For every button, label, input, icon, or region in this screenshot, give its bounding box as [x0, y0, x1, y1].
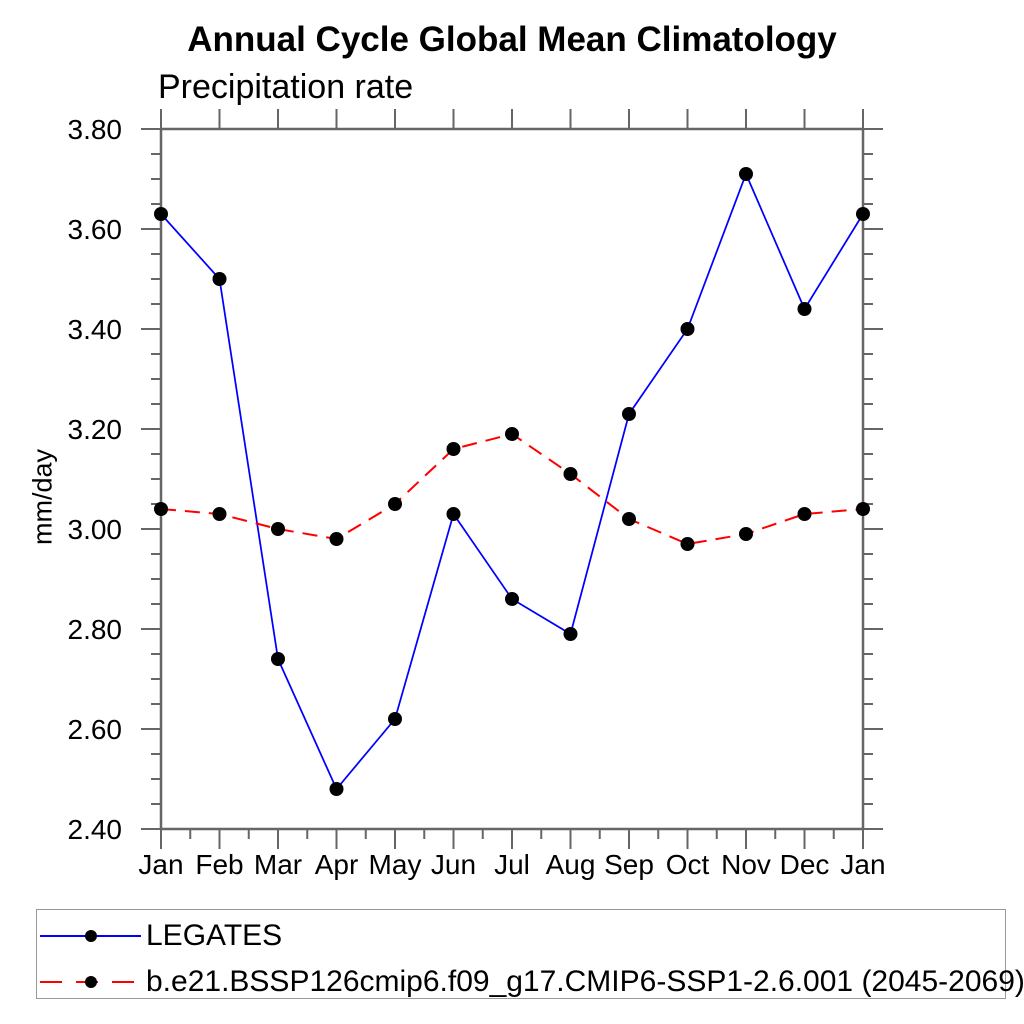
svg-text:Sep: Sep: [604, 849, 654, 880]
svg-text:3.80: 3.80: [68, 114, 123, 145]
legend-label-model: b.e21.BSSP126cmip6.f09_g17.CMIP6-SSP1-2.…: [146, 965, 1024, 998]
legend-row-model: b.e21.BSSP126cmip6.f09_g17.CMIP6-SSP1-2.…: [40, 967, 1024, 997]
svg-text:2.40: 2.40: [68, 814, 123, 845]
svg-text:2.60: 2.60: [68, 714, 123, 745]
legend-box: LEGATES b.e21.BSSP126cmip6.f09_g17.CMIP6…: [36, 909, 1024, 999]
svg-text:Oct: Oct: [666, 849, 710, 880]
svg-text:May: May: [369, 849, 422, 880]
svg-text:Aug: Aug: [546, 849, 596, 880]
svg-text:3.60: 3.60: [68, 214, 123, 245]
svg-text:3.40: 3.40: [68, 314, 123, 345]
svg-text:Mar: Mar: [254, 849, 302, 880]
svg-text:Jan: Jan: [840, 849, 885, 880]
legend-line-sample-legates: [40, 930, 141, 942]
svg-text:Nov: Nov: [721, 849, 771, 880]
chart-subtitle: Precipitation rate: [158, 68, 414, 106]
legend-label-legates: LEGATES: [146, 919, 283, 952]
svg-text:Jun: Jun: [431, 849, 476, 880]
svg-text:Feb: Feb: [195, 849, 243, 880]
svg-text:3.20: 3.20: [68, 414, 123, 445]
legend-line-sample-model: [40, 976, 141, 988]
svg-text:2.80: 2.80: [68, 614, 123, 645]
svg-text:Jul: Jul: [494, 849, 530, 880]
svg-text:Apr: Apr: [315, 849, 359, 880]
chart-title: Annual Cycle Global Mean Climatology: [187, 20, 837, 59]
svg-text:3.00: 3.00: [68, 514, 123, 545]
svg-text:Jan: Jan: [138, 849, 183, 880]
svg-text:Dec: Dec: [780, 849, 830, 880]
legend-row-legates: LEGATES: [40, 921, 282, 951]
